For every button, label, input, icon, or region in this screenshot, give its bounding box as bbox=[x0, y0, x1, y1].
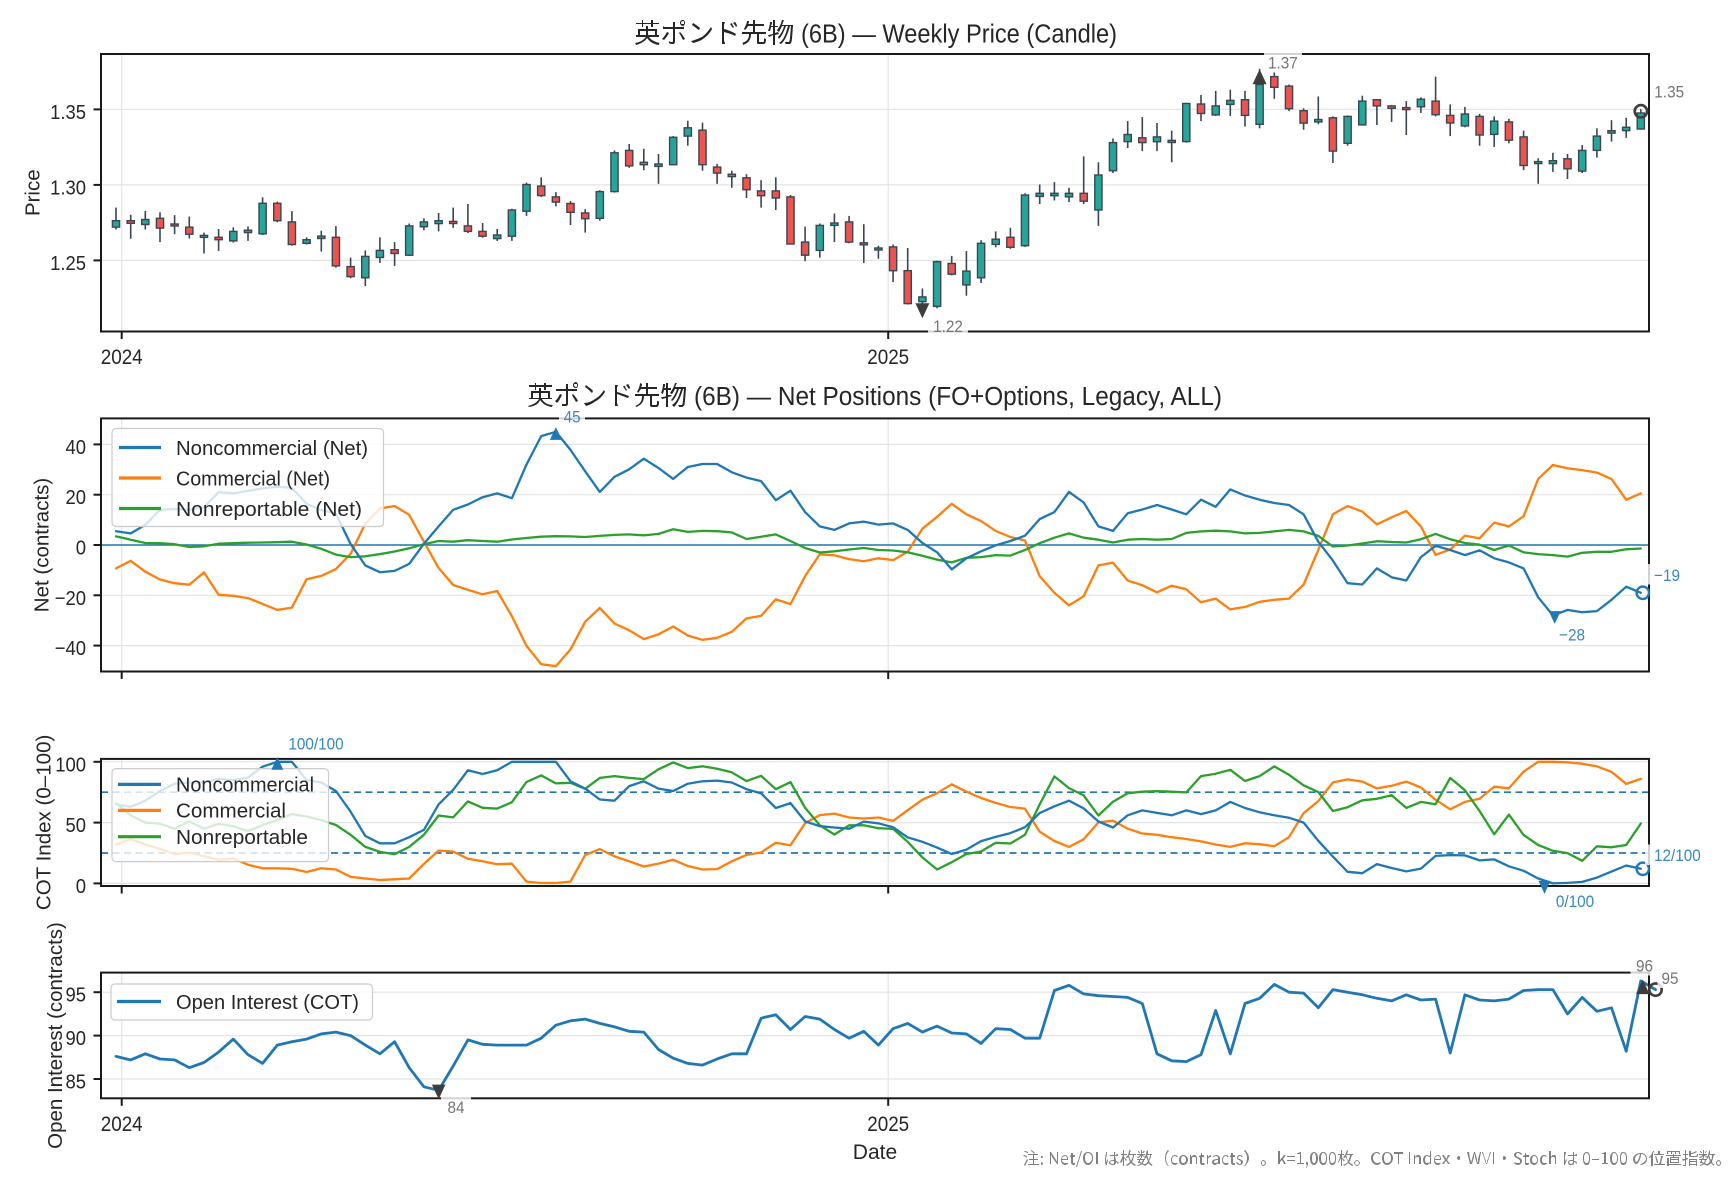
svg-text:Open Interest (contracts): Open Interest (contracts) bbox=[44, 922, 67, 1149]
svg-text:50: 50 bbox=[66, 814, 87, 837]
svg-text:(6B) — Net Positions (FO+Optio: (6B) — Net Positions (FO+Options, Legacy… bbox=[694, 383, 1222, 411]
svg-text:(6B) — Weekly Price (Candle): (6B) — Weekly Price (Candle) bbox=[801, 21, 1117, 49]
svg-text:90: 90 bbox=[66, 1027, 87, 1050]
svg-text:COT Index (0–100): COT Index (0–100) bbox=[32, 735, 55, 911]
svg-text:Open Interest (COT): Open Interest (COT) bbox=[176, 991, 359, 1014]
svg-text:0: 0 bbox=[76, 875, 86, 898]
svg-text:Nonreportable: Nonreportable bbox=[176, 826, 308, 849]
svg-text:Date: Date bbox=[853, 1141, 897, 1164]
svg-text:Price: Price bbox=[22, 169, 45, 216]
svg-text:100/100: 100/100 bbox=[288, 735, 343, 754]
svg-text:0: 0 bbox=[76, 537, 86, 560]
svg-text:1.25: 1.25 bbox=[50, 252, 86, 275]
svg-text:100: 100 bbox=[55, 753, 86, 776]
svg-text:95: 95 bbox=[1662, 969, 1679, 988]
svg-text:2024: 2024 bbox=[101, 1113, 143, 1136]
svg-text:Net (contracts): Net (contracts) bbox=[31, 478, 54, 612]
svg-text:Commercial: Commercial bbox=[176, 800, 286, 823]
svg-text:Commercial (Net): Commercial (Net) bbox=[176, 467, 330, 490]
svg-text:0/100: 0/100 bbox=[1556, 892, 1594, 911]
svg-text:1.22: 1.22 bbox=[933, 317, 963, 336]
svg-text:40: 40 bbox=[66, 436, 87, 459]
svg-text:12/100: 12/100 bbox=[1654, 846, 1701, 865]
svg-text:1.30: 1.30 bbox=[50, 176, 86, 199]
svg-text:84: 84 bbox=[448, 1098, 465, 1117]
svg-text:96: 96 bbox=[1636, 957, 1653, 976]
svg-text:2025: 2025 bbox=[867, 346, 909, 369]
svg-text:−19: −19 bbox=[1654, 566, 1680, 585]
svg-text:Nonreportable (Net): Nonreportable (Net) bbox=[176, 498, 362, 521]
svg-text:−20: −20 bbox=[55, 587, 86, 610]
svg-text:−40: −40 bbox=[55, 637, 86, 660]
svg-text:Noncommercial: Noncommercial bbox=[176, 774, 314, 797]
svg-text:95: 95 bbox=[66, 984, 87, 1007]
svg-text:Noncommercial (Net): Noncommercial (Net) bbox=[176, 437, 368, 460]
svg-text:2025: 2025 bbox=[867, 1113, 909, 1136]
svg-text:2024: 2024 bbox=[101, 346, 143, 369]
svg-text:1.37: 1.37 bbox=[1268, 54, 1298, 73]
svg-text:−28: −28 bbox=[1559, 626, 1585, 645]
svg-text:1.35: 1.35 bbox=[1654, 83, 1684, 102]
svg-text:20: 20 bbox=[66, 486, 87, 509]
svg-text:45: 45 bbox=[564, 407, 581, 426]
svg-text:1.35: 1.35 bbox=[50, 101, 86, 124]
svg-text:85: 85 bbox=[66, 1071, 87, 1094]
